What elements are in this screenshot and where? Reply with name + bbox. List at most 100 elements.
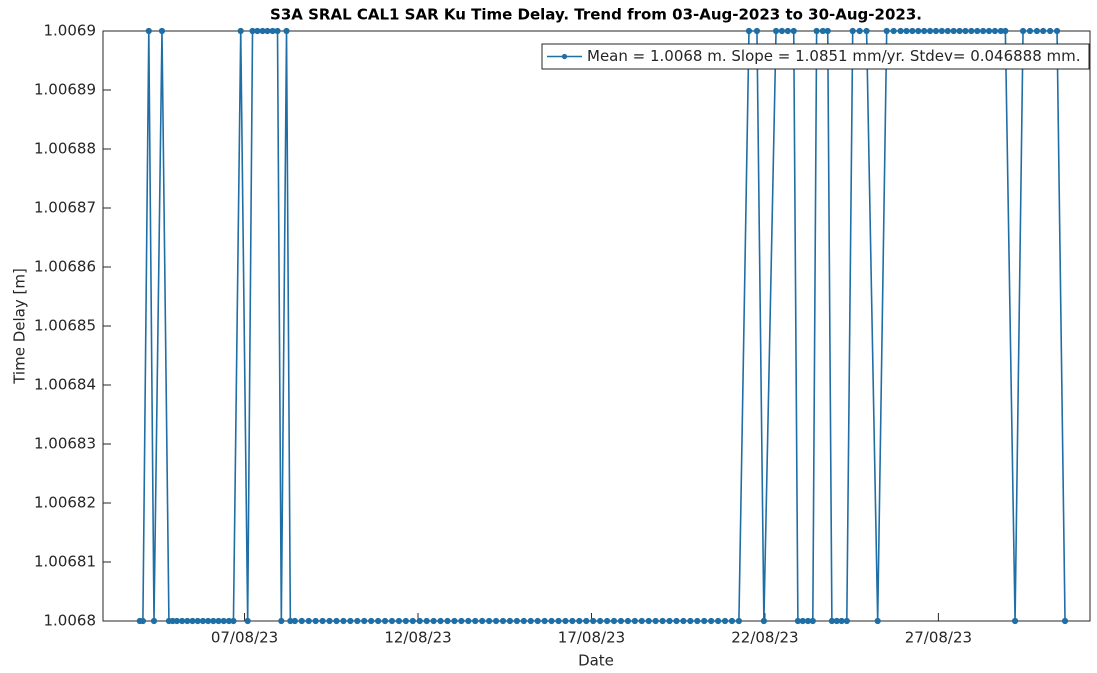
- axes-box: [102, 30, 1091, 622]
- data-point: [205, 617, 212, 625]
- y-axis-label: Time Delay [m]: [11, 268, 29, 385]
- data-point: [603, 617, 611, 625]
- x-tick-label: 17/08/23: [558, 629, 625, 647]
- data-point: [843, 617, 850, 625]
- data-point: [784, 27, 791, 35]
- data-point: [492, 617, 500, 625]
- data-point: [274, 27, 281, 35]
- data-point: [985, 27, 993, 35]
- data-point: [139, 617, 146, 625]
- data-point: [340, 617, 347, 625]
- data-point: [486, 617, 493, 625]
- legend-label: Mean = 1.0068 m. Slope = 1.0851 mm/yr. S…: [587, 47, 1081, 65]
- data-point: [562, 617, 569, 625]
- data-point: [666, 617, 673, 625]
- data-point: [778, 27, 786, 35]
- data-point: [189, 617, 196, 625]
- data-point: [305, 617, 312, 625]
- y-tick-label: 1.00688: [34, 140, 96, 158]
- data-point: [541, 617, 548, 625]
- data-point: [527, 617, 534, 625]
- data-point: [576, 617, 583, 625]
- data-point: [158, 27, 166, 35]
- data-point: [962, 27, 969, 35]
- data-point: [856, 27, 863, 35]
- data-point: [915, 27, 922, 35]
- data-point: [326, 617, 333, 625]
- data-point: [897, 27, 904, 35]
- data-point: [555, 617, 562, 625]
- data-point: [354, 617, 361, 625]
- data-point: [472, 617, 479, 625]
- data-point: [361, 617, 368, 625]
- data-point: [883, 27, 890, 35]
- data-point: [849, 27, 856, 35]
- data-point: [199, 617, 207, 625]
- data-point: [298, 617, 305, 625]
- data-point: [1053, 27, 1061, 35]
- data-point: [1033, 27, 1041, 35]
- data-point: [506, 617, 514, 625]
- chart-title: S3A SRAL CAL1 SAR Ku Time Delay. Trend f…: [270, 6, 922, 24]
- data-point: [548, 617, 555, 625]
- x-tick-label: 12/08/23: [384, 629, 451, 647]
- data-point: [416, 617, 423, 625]
- data-point: [215, 617, 222, 625]
- data-point: [499, 617, 507, 625]
- data-point: [237, 27, 244, 35]
- data-point: [319, 617, 326, 625]
- data-point: [264, 27, 271, 35]
- data-point: [173, 617, 180, 625]
- data-point: [381, 617, 389, 625]
- data-point: [520, 617, 527, 625]
- data-point: [423, 617, 430, 625]
- data-point: [938, 27, 945, 35]
- data-point: [230, 617, 237, 625]
- data-point: [926, 27, 934, 35]
- x-axis-label: Date: [578, 652, 614, 670]
- data-point: [874, 617, 881, 625]
- data-point: [652, 617, 659, 625]
- y-tick-label: 1.00681: [34, 553, 96, 571]
- data-point: [903, 27, 910, 35]
- data-point: [1061, 617, 1069, 625]
- data-point: [583, 617, 590, 625]
- data-point: [333, 617, 340, 625]
- data-point: [980, 27, 987, 35]
- data-point: [178, 617, 186, 625]
- data-point: [312, 617, 319, 625]
- data-point: [708, 617, 715, 625]
- data-point: [347, 617, 354, 625]
- data-point: [890, 27, 897, 35]
- data-point: [610, 617, 618, 625]
- x-tick-label: 07/08/23: [211, 629, 278, 647]
- data-point: [638, 617, 645, 625]
- data-point: [194, 617, 201, 625]
- data-point: [513, 617, 520, 625]
- data-point: [760, 617, 767, 625]
- data-point: [184, 617, 191, 625]
- data-point: [437, 617, 444, 625]
- data-point: [534, 617, 541, 625]
- data-point: [687, 617, 694, 625]
- data-point: [569, 617, 576, 625]
- data-point: [813, 27, 820, 35]
- legend-marker: [561, 53, 568, 60]
- data-point: [772, 27, 780, 35]
- data-point: [388, 617, 396, 625]
- data-point: [210, 617, 217, 625]
- data-point: [745, 27, 753, 35]
- legend-box: [541, 43, 1090, 70]
- data-point: [968, 27, 975, 35]
- data-point: [1026, 27, 1034, 35]
- data-point: [956, 27, 963, 35]
- y-tick-label: 1.0069: [44, 22, 97, 40]
- data-point: [909, 27, 916, 35]
- data-point: [728, 617, 736, 625]
- data-point: [1040, 27, 1047, 35]
- data-point: [220, 617, 227, 625]
- data-point: [694, 617, 701, 625]
- y-tick-label: 1.00683: [34, 435, 96, 453]
